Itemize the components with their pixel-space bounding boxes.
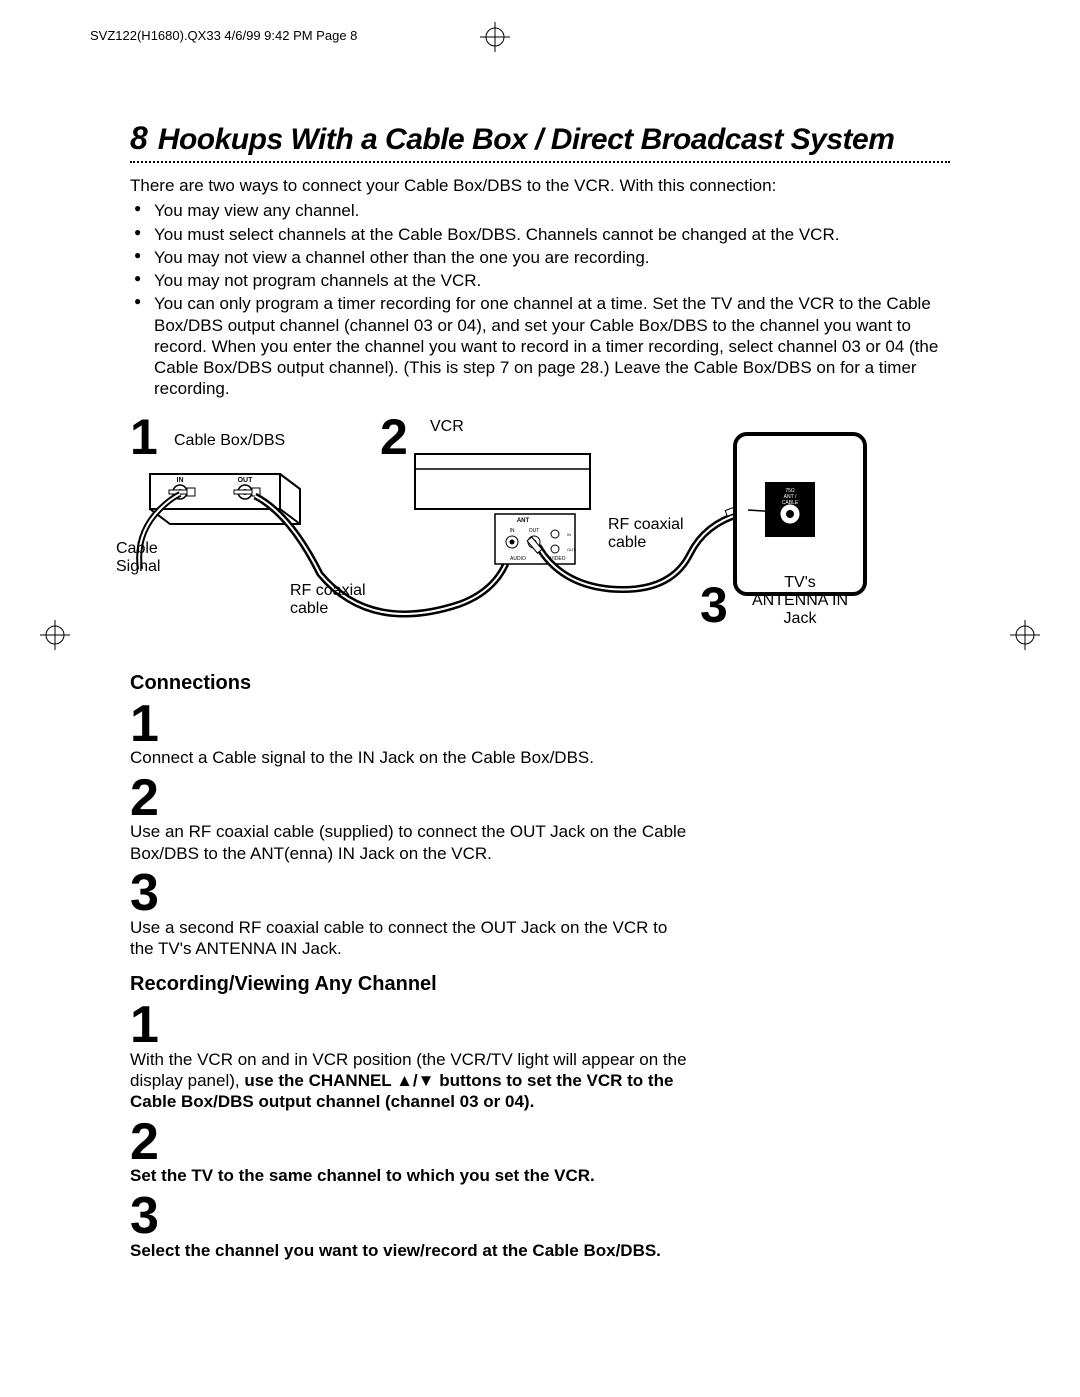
crop-mark-top bbox=[480, 22, 510, 52]
diagram-num-3: 3 bbox=[700, 576, 728, 634]
viewing-heading: Recording/Viewing Any Channel bbox=[130, 973, 950, 996]
view-step-3-bold: Select the channel you want to view/reco… bbox=[130, 1241, 661, 1260]
conn-step-text-3: Use a second RF coaxial cable to connect… bbox=[130, 917, 690, 960]
diagram-label-1: Cable Box/DBS bbox=[174, 432, 285, 450]
view-step-num-1: 1 bbox=[130, 1002, 950, 1049]
svg-text:CABLE: CABLE bbox=[782, 500, 799, 506]
conn-step-text-2: Use an RF coaxial cable (supplied) to co… bbox=[130, 821, 690, 864]
view-step-text-2: Set the TV to the same channel to which … bbox=[130, 1165, 690, 1186]
rf-cable-label-2: RF coaxial cable bbox=[608, 516, 684, 552]
view-step-2-bold: Set the TV to the same channel to which … bbox=[130, 1166, 595, 1185]
intro-text: There are two ways to connect your Cable… bbox=[130, 175, 950, 196]
diagram-num-2: 2 bbox=[380, 408, 408, 466]
conn-step-num-1: 1 bbox=[130, 701, 950, 748]
bullet-item: You can only program a timer recording f… bbox=[130, 293, 950, 399]
page-header: SVZ122(H1680).QX33 4/6/99 9:42 PM Page 8 bbox=[90, 28, 357, 43]
diagram-label-2: VCR bbox=[430, 418, 464, 436]
view-step-num-3: 3 bbox=[130, 1193, 950, 1240]
cable-signal-label: Cable Signal bbox=[116, 540, 160, 576]
svg-text:AUDIO: AUDIO bbox=[510, 556, 526, 562]
bullet-item: You must select channels at the Cable Bo… bbox=[130, 224, 950, 245]
bullet-item: You may view any channel. bbox=[130, 200, 950, 221]
bullet-list: You may view any channel. You must selec… bbox=[130, 200, 950, 399]
view-step-text-3: Select the channel you want to view/reco… bbox=[130, 1240, 690, 1261]
svg-text:OUT: OUT bbox=[567, 547, 576, 552]
hookup-diagram: IN OUT bbox=[130, 414, 890, 654]
title-divider bbox=[130, 161, 950, 163]
connections-heading: Connections bbox=[130, 672, 950, 695]
page-number: 8 bbox=[130, 120, 148, 157]
conn-step-num-3: 3 bbox=[130, 870, 950, 917]
svg-text:ANT: ANT bbox=[517, 518, 530, 524]
bullet-item: You may not view a channel other than th… bbox=[130, 247, 950, 268]
crop-mark-right bbox=[1010, 620, 1040, 650]
crop-mark-left bbox=[40, 620, 70, 650]
rf-cable-label-1: RF coaxial cable bbox=[290, 582, 366, 618]
bullet-item: You may not program channels at the VCR. bbox=[130, 270, 950, 291]
conn-step-num-2: 2 bbox=[130, 775, 950, 822]
view-step-num-2: 2 bbox=[130, 1119, 950, 1166]
diagram-num-1: 1 bbox=[130, 408, 158, 466]
page-title: Hookups With a Cable Box / Direct Broadc… bbox=[158, 123, 895, 157]
tv-jack-label: TV's ANTENNA IN Jack bbox=[740, 574, 860, 628]
svg-text:OUT: OUT bbox=[238, 477, 254, 484]
svg-text:IN: IN bbox=[510, 528, 515, 534]
svg-text:IN: IN bbox=[567, 532, 571, 537]
svg-text:IN: IN bbox=[177, 477, 184, 484]
view-step-text-1: With the VCR on and in VCR position (the… bbox=[130, 1049, 690, 1113]
conn-step-text-1: Connect a Cable signal to the IN Jack on… bbox=[130, 747, 690, 768]
svg-text:OUT: OUT bbox=[529, 528, 540, 534]
